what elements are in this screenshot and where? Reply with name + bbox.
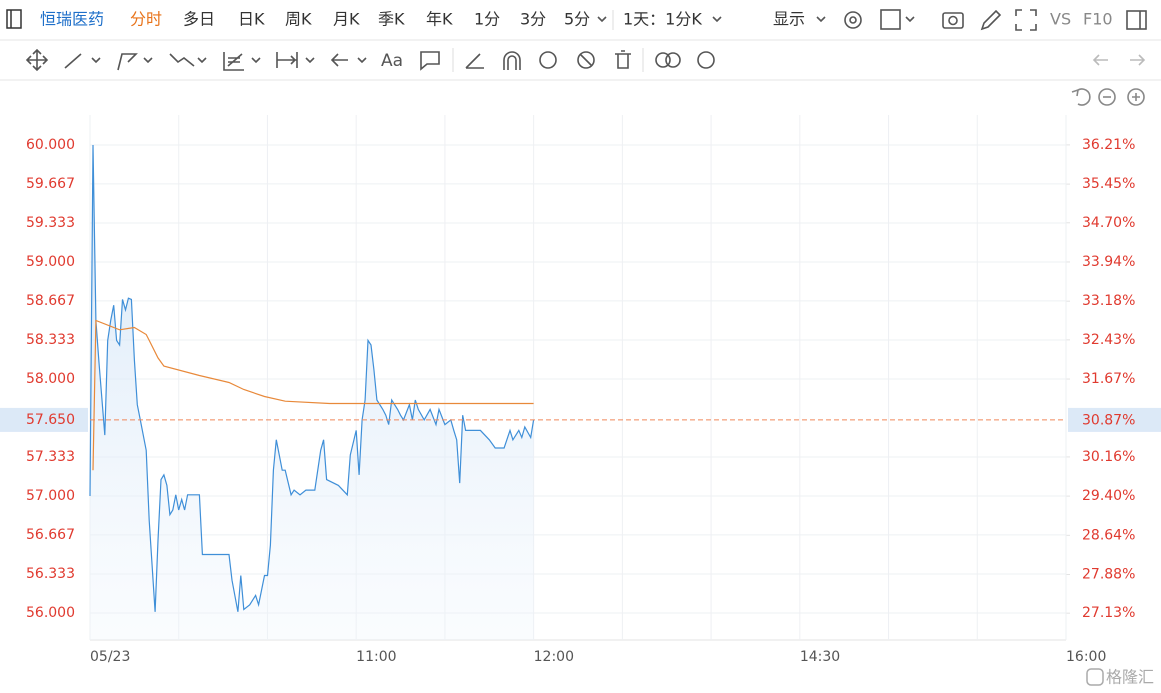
compare-tool[interactable] [655, 52, 671, 68]
y-tick-label: 60.000 [26, 137, 75, 153]
y-tick-label: 58.333 [26, 332, 75, 348]
caret [816, 16, 826, 23]
layout-icon[interactable] [880, 9, 901, 30]
zoom-in-sign [1132, 93, 1140, 101]
y2-tick-label: 27.13% [1082, 605, 1135, 621]
polyline-tool[interactable] [117, 53, 138, 71]
y2-tick-label: 29.40% [1082, 488, 1135, 504]
magnet-tool[interactable] [503, 51, 521, 70]
line-tool[interactable] [64, 53, 82, 69]
wave-tool[interactable] [169, 53, 195, 67]
measure-tool[interactable] [276, 52, 298, 68]
y2-tick-label: 31.67% [1082, 371, 1135, 387]
hide-tool[interactable] [577, 51, 595, 69]
price-area [90, 145, 534, 640]
pencil-icon[interactable] [980, 9, 1002, 31]
stock-name[interactable]: 恒瑞医药 [40, 10, 104, 29]
watermark: 格隆汇 [1106, 668, 1154, 687]
reference-y2-label: 30.87% [1082, 412, 1135, 428]
watermark-logo [1086, 668, 1104, 686]
x-tick-label: 16:00 [1066, 649, 1106, 665]
lock-tool[interactable] [539, 51, 557, 69]
y2-tick-label: 27.88% [1082, 567, 1135, 583]
x-tick-label: 14:30 [800, 649, 840, 665]
x-tick-label: 11:00 [356, 649, 396, 665]
tab[interactable]: 日K [238, 10, 265, 29]
display-menu[interactable]: 显示 [773, 10, 805, 29]
tab[interactable]: 1分 [474, 10, 500, 29]
y2-tick-label: 32.43% [1082, 332, 1135, 348]
y-tick-label: 58.667 [26, 293, 75, 309]
sidebar-toggle[interactable] [6, 9, 22, 29]
camera-icon[interactable] [942, 12, 964, 29]
zoom-in[interactable] [1127, 88, 1145, 106]
settings-icon[interactable] [844, 11, 862, 29]
fullscreen-icon[interactable] [1015, 9, 1037, 31]
y2-tick-label: 30.16% [1082, 449, 1135, 465]
redo[interactable] [1130, 54, 1146, 66]
y2-tick-label: 28.64% [1082, 527, 1135, 543]
reference-label-bg [0, 407, 88, 432]
tool-carets [91, 57, 367, 64]
move-tool[interactable] [25, 48, 49, 72]
reference-label: 57.650 [26, 412, 75, 428]
tab[interactable]: 5分 [564, 10, 590, 29]
x-tick-label: 12:00 [534, 649, 574, 665]
y-tick-label: 59.000 [26, 254, 75, 270]
undo[interactable] [1092, 54, 1108, 66]
comment-tool[interactable] [420, 51, 440, 71]
y-tick-label: 56.000 [26, 605, 75, 621]
y-tick-label: 57.000 [26, 488, 75, 504]
caret [712, 16, 722, 23]
tab[interactable]: 周K [285, 10, 312, 29]
fib-tool[interactable] [223, 52, 244, 71]
vs-button[interactable]: VS [1050, 10, 1071, 29]
y-tick-label: 56.667 [26, 527, 75, 543]
y-tick-label: 59.667 [26, 176, 75, 192]
angle-tool[interactable] [465, 53, 484, 69]
reset-zoom[interactable] [1071, 88, 1091, 106]
arrow-tool[interactable] [330, 53, 348, 67]
panel-icon[interactable] [1126, 10, 1147, 30]
y2-tick-label: 36.21% [1082, 137, 1135, 153]
reference-label-bg [1068, 407, 1161, 432]
y-tick-label: 56.333 [26, 566, 75, 582]
tab[interactable]: 月K [333, 10, 360, 29]
tab[interactable]: 多日 [183, 10, 215, 29]
compare-tool-2 [665, 52, 681, 68]
zoom-out[interactable] [1098, 88, 1116, 106]
x-tick-label: 05/23 [90, 649, 130, 665]
price-line [89, 144, 535, 612]
text-tool[interactable]: Aa [381, 51, 403, 71]
f10-button[interactable]: F10 [1083, 10, 1113, 29]
tab[interactable]: 年K [426, 10, 453, 29]
y-tick-label: 59.333 [26, 215, 75, 231]
y2-tick-label: 35.45% [1082, 176, 1135, 192]
y-tick-label: 57.333 [26, 449, 75, 465]
plot: 60.000 59.667 59.333 59.000 58.667 58.333 58.0… [0, 115, 1161, 665]
caret [597, 16, 607, 23]
toolbar-settings[interactable] [697, 51, 715, 69]
settings-icon-core [849, 16, 857, 24]
y-tick-label: 58.000 [26, 371, 75, 387]
y2-tick-label: 33.18% [1082, 293, 1135, 309]
tab[interactable]: 季K [378, 10, 405, 29]
tab[interactable]: 分时 [130, 10, 162, 29]
delete-tool[interactable] [615, 50, 631, 69]
tab[interactable]: 1天：1分K [623, 10, 702, 29]
camera-lens [948, 15, 958, 26]
tab[interactable]: 3分 [520, 10, 546, 29]
caret [905, 16, 915, 23]
y2-tick-label: 33.94% [1082, 254, 1135, 270]
y2-tick-label: 34.70% [1082, 215, 1135, 231]
average-line [92, 319, 534, 471]
hide-tool-slash [579, 53, 593, 67]
